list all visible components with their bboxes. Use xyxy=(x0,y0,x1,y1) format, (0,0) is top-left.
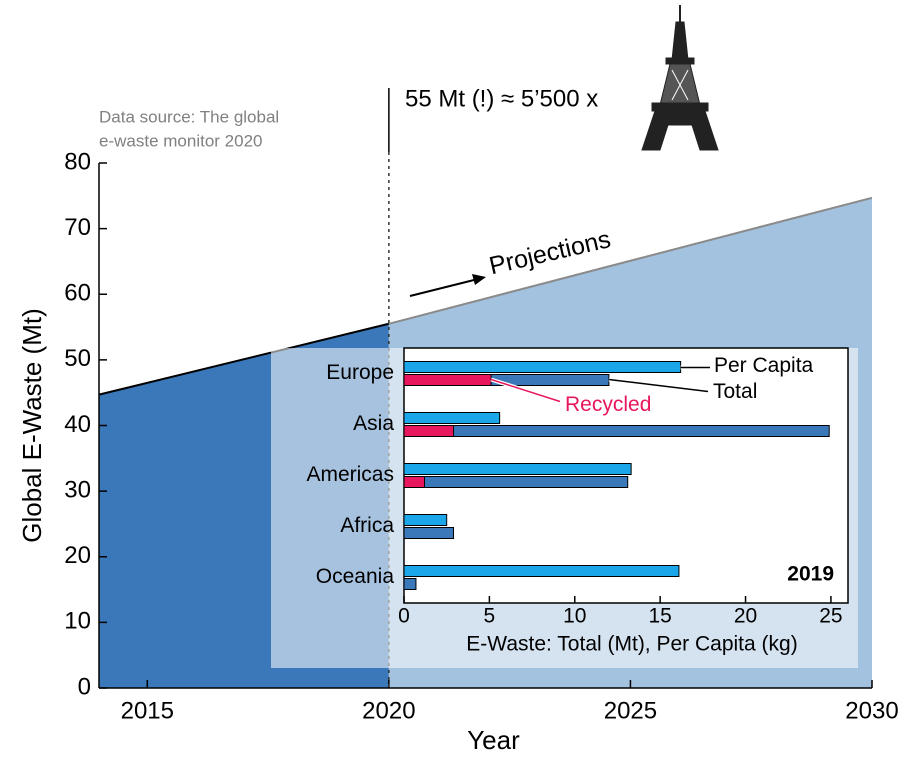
category-label: Europe xyxy=(326,361,394,384)
series-label: Recycled xyxy=(565,393,651,416)
x-tick-label: 2025 xyxy=(604,697,657,724)
inset-title: 2019 xyxy=(787,563,834,586)
x-tick-label: 20 xyxy=(734,605,757,628)
y-tick-label: 40 xyxy=(64,411,91,438)
area-line xyxy=(98,322,390,396)
category-label: Americas xyxy=(306,463,394,486)
x-tick-label: 15 xyxy=(648,605,671,628)
series-label: Per Capita xyxy=(714,354,814,377)
bar xyxy=(403,425,830,437)
x-tick-label: 2030 xyxy=(845,697,898,724)
bar xyxy=(403,476,425,488)
category-label: Oceania xyxy=(316,565,395,588)
x-tick-label: 5 xyxy=(484,605,496,628)
bar xyxy=(403,425,455,437)
bar xyxy=(403,527,455,539)
y-axis-label: Global E-Waste (Mt) xyxy=(17,308,47,543)
source-note: Data source: The global xyxy=(99,107,279,126)
category-label: Asia xyxy=(353,412,394,435)
bar xyxy=(403,412,501,424)
bar xyxy=(403,476,629,488)
y-tick-label: 20 xyxy=(64,542,91,569)
inset-plot xyxy=(403,347,849,604)
x-axis-label: E-Waste: Total (Mt), Per Capita (kg) xyxy=(466,633,797,656)
bar xyxy=(403,374,492,386)
y-tick-label: 30 xyxy=(64,476,91,503)
leader-line xyxy=(490,378,561,403)
bar xyxy=(403,514,448,526)
x-tick-label: 0 xyxy=(398,605,410,628)
x-axis-label: Year xyxy=(467,725,520,755)
eiffel-tower-icon xyxy=(641,5,719,151)
x-tick-label: 2015 xyxy=(121,697,174,724)
x-tick-label: 25 xyxy=(819,605,842,628)
bar xyxy=(403,578,417,590)
bar xyxy=(403,361,682,373)
area-line xyxy=(388,196,873,325)
projection-arrowhead xyxy=(472,274,486,285)
bar xyxy=(403,565,680,577)
source-note: e-waste monitor 2020 xyxy=(99,131,262,150)
y-tick-label: 0 xyxy=(78,673,91,700)
leader-line xyxy=(608,378,709,393)
y-tick-label: 60 xyxy=(64,280,91,307)
y-tick-label: 80 xyxy=(64,148,91,175)
x-tick-label: 10 xyxy=(563,605,586,628)
bar xyxy=(403,463,632,475)
annotation: 55 Mt (!) ≈ 5’500 x xyxy=(405,85,598,112)
y-tick-label: 50 xyxy=(64,345,91,372)
x-tick-label: 2020 xyxy=(362,697,415,724)
category-label: Africa xyxy=(340,514,394,537)
projection-arrow xyxy=(409,278,479,297)
y-tick-label: 10 xyxy=(64,608,91,635)
y-tick-label: 70 xyxy=(64,214,91,241)
series-label: Total xyxy=(713,380,757,403)
